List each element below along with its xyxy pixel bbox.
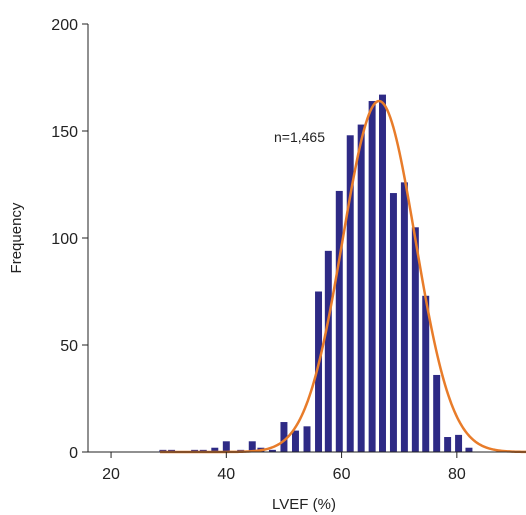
histogram-bar [248, 441, 256, 452]
histogram-bar [389, 193, 397, 452]
histogram-bars [159, 94, 473, 453]
histogram-bar [379, 94, 386, 453]
x-tick-label: 80 [448, 466, 466, 483]
histogram-bar [433, 374, 441, 452]
histogram-bar [422, 295, 430, 452]
y-axis-title: Frequency [8, 202, 25, 273]
histogram-bar [222, 441, 230, 452]
sample-size-annotation: n=1,465 [274, 129, 325, 145]
histogram-bar [455, 434, 463, 452]
histogram-bar [465, 447, 473, 452]
x-tick-label: 60 [333, 466, 351, 483]
y-tick-label: 150 [51, 124, 78, 141]
histogram-bar [211, 447, 219, 452]
y-axis-ticks: 0 50 100 150 200 [51, 17, 88, 462]
y-tick-label: 200 [51, 17, 78, 34]
histogram-bar [268, 449, 276, 452]
histogram-bar [280, 422, 288, 452]
histogram-bar [315, 291, 323, 452]
histogram-bar [291, 430, 299, 452]
x-axis-title: LVEF (%) [272, 496, 336, 513]
x-axis-ticks: 20 40 60 80 [102, 452, 466, 483]
x-tick-label: 20 [102, 466, 120, 483]
y-tick-label: 0 [69, 445, 78, 462]
histogram-bar [411, 227, 419, 452]
histogram-bar [400, 182, 408, 453]
histogram-bar [303, 426, 311, 452]
y-tick-label: 50 [60, 338, 78, 355]
histogram-bar [444, 437, 452, 452]
axes [87, 24, 526, 453]
x-tick-label: 40 [217, 466, 235, 483]
normal-fit-curve [160, 99, 526, 454]
histogram-bar [368, 101, 376, 452]
histogram-bar [357, 124, 365, 452]
histogram-bar [346, 135, 354, 452]
y-tick-label: 100 [51, 231, 78, 248]
histogram-bar [335, 190, 343, 453]
histogram-bar [324, 250, 332, 452]
